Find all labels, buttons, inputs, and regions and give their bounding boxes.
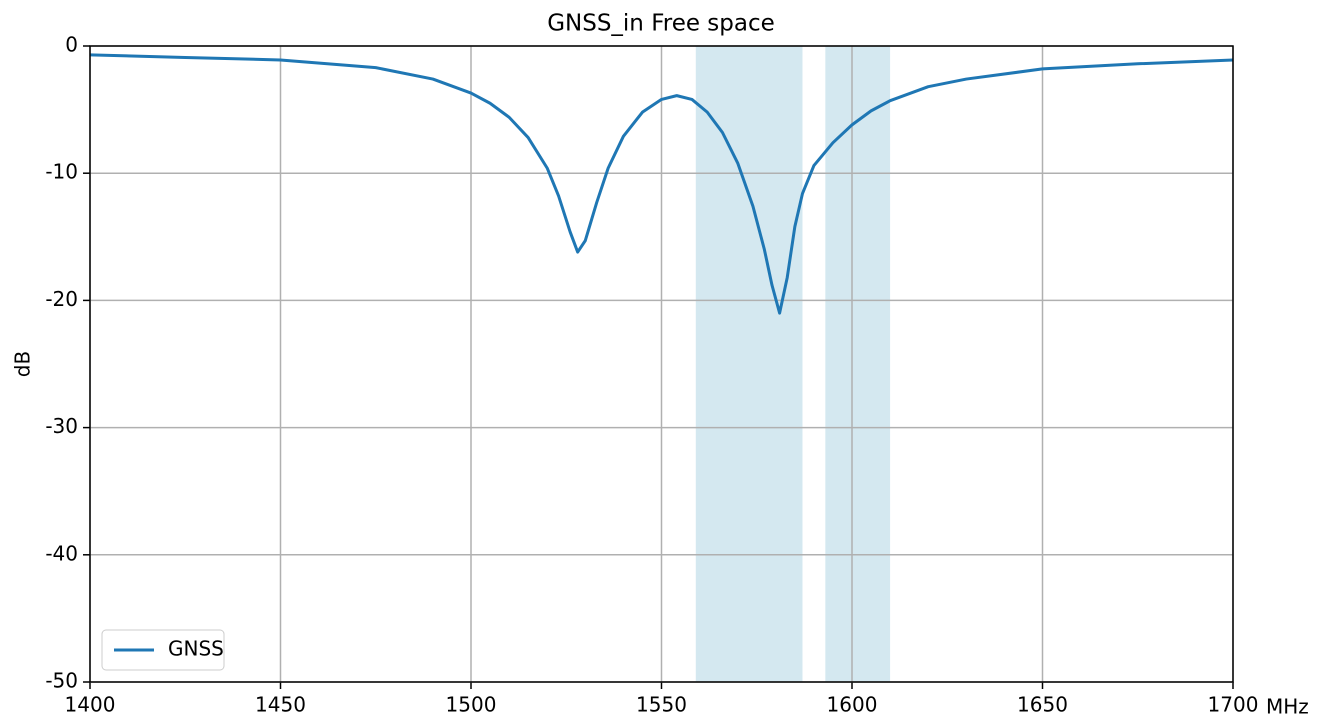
y-axis-label: dB: [11, 351, 35, 377]
y-tick-label: -50: [45, 669, 78, 693]
x-tick-label: 1500: [446, 693, 497, 717]
plot-frame: [89, 45, 1234, 683]
chart-title: GNSS_in Free space: [547, 11, 775, 37]
legend-box: [101, 629, 225, 671]
shaded-band: [695, 46, 803, 682]
y-tick-label: -40: [45, 541, 78, 565]
x-tick-label: 1600: [827, 693, 878, 717]
x-tick-label: 1400: [65, 693, 116, 717]
x-tick-label: 1650: [1017, 693, 1068, 717]
x-tick-label: 1550: [636, 693, 687, 717]
y-tick-label: -30: [45, 414, 78, 438]
y-tick-label: -10: [45, 160, 78, 184]
data-line: [89, 53, 1234, 315]
y-tick-label: -20: [45, 287, 78, 311]
legend-label: GNSS: [168, 637, 224, 661]
x-tick-label: 1700: [1208, 693, 1259, 717]
x-tick-label: 1450: [255, 693, 306, 717]
y-tick-label: 0: [65, 33, 78, 57]
shaded-band: [825, 46, 891, 682]
x-axis-label: MHz: [1266, 695, 1309, 719]
